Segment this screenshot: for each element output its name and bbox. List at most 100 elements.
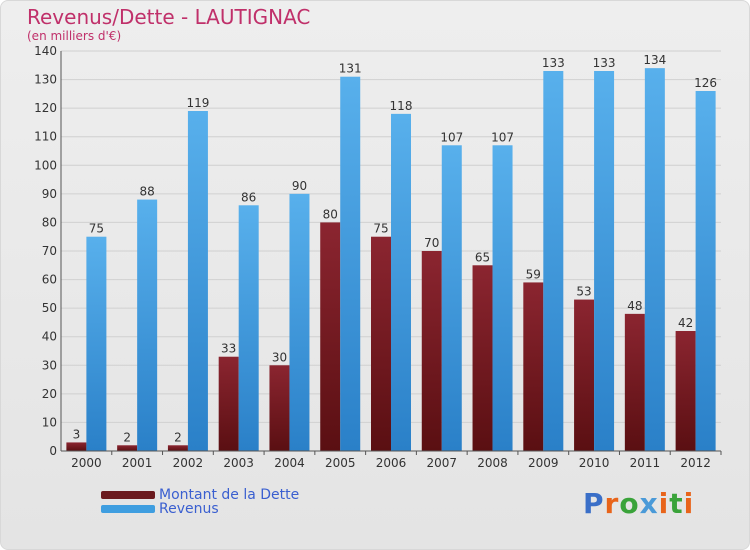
axes: 0 10 20 30 40 50 60 70 80 90 100 110 120 130 140 2000 20… xyxy=(34,44,722,470)
logo-letter: i xyxy=(658,487,670,520)
legend-swatch-debt xyxy=(101,491,155,499)
logo-letter: i xyxy=(683,487,695,520)
data-label-debt: 70 xyxy=(424,236,439,250)
chart-subtitle: (en milliers d'€) xyxy=(27,29,122,43)
x-tick-label: 2009 xyxy=(528,456,559,470)
data-label-revenue: 119 xyxy=(186,96,209,110)
x-tick-label: 2001 xyxy=(122,456,153,470)
y-tick-label: 130 xyxy=(34,73,57,87)
bar-debt xyxy=(320,222,341,451)
bar-revenue xyxy=(238,205,259,451)
data-label-revenue: 126 xyxy=(694,76,717,90)
bar-revenue xyxy=(289,193,310,451)
bar-revenue xyxy=(86,236,107,451)
x-tick-label: 2002 xyxy=(173,456,204,470)
bar-debt xyxy=(675,331,696,451)
bar-revenue xyxy=(543,71,564,451)
bar-revenue xyxy=(441,145,462,452)
data-label-debt: 80 xyxy=(323,207,338,221)
bar-revenue xyxy=(695,91,716,451)
x-tick-label: 2000 xyxy=(71,456,102,470)
data-label-revenue: 75 xyxy=(89,222,104,236)
bar-debt xyxy=(574,299,595,451)
data-label-debt: 65 xyxy=(475,250,490,264)
x-tick-label: 2012 xyxy=(680,456,711,470)
x-tick-label: 2007 xyxy=(426,456,457,470)
data-label-revenue: 118 xyxy=(390,99,413,113)
proxiti-logo: Proxiti xyxy=(583,487,694,520)
x-tick-label: 2003 xyxy=(223,456,254,470)
logo-letter: o xyxy=(619,487,640,520)
data-label-debt: 53 xyxy=(576,285,591,299)
x-tick-label: 2005 xyxy=(325,456,356,470)
x-tick-label: 2006 xyxy=(376,456,407,470)
data-label-debt: 2 xyxy=(123,430,131,444)
chart-title: Revenus/Dette - LAUTIGNAC xyxy=(27,5,311,29)
data-label-debt: 33 xyxy=(221,342,236,356)
data-label-debt: 75 xyxy=(373,222,388,236)
legend-item-revenue: Revenus xyxy=(101,501,219,517)
bar-debt xyxy=(66,442,87,451)
bar-debt xyxy=(523,282,544,451)
y-tick-label: 100 xyxy=(34,158,57,172)
legend-label-revenue: Revenus xyxy=(159,501,219,517)
data-label-revenue: 133 xyxy=(542,56,565,70)
data-label-debt: 3 xyxy=(73,427,81,441)
y-tick-label: 80 xyxy=(42,215,57,229)
data-label-revenue: 134 xyxy=(643,53,666,67)
bar-revenue xyxy=(187,111,208,451)
bar-revenue xyxy=(594,71,615,451)
bar-revenue xyxy=(137,199,158,451)
bar-debt xyxy=(624,313,645,451)
x-tick-label: 2011 xyxy=(630,456,661,470)
legend-swatch-revenue xyxy=(101,505,155,513)
y-tick-label: 40 xyxy=(42,330,57,344)
logo-letter: P xyxy=(583,487,605,520)
bar-debt xyxy=(472,265,493,451)
legend-item-debt: Montant de la Dette xyxy=(101,487,299,503)
data-label-revenue: 107 xyxy=(491,130,514,144)
y-tick-label: 120 xyxy=(34,101,57,115)
data-label-debt: 2 xyxy=(174,430,182,444)
bars: 3 75 2 88 2 119 33 86 30 90 80 131 75 118 70 107 65 107 59… xyxy=(66,53,717,452)
data-label-revenue: 86 xyxy=(241,190,256,204)
logo-letter: t xyxy=(669,487,684,520)
y-tick-label: 10 xyxy=(42,415,57,429)
data-label-debt: 59 xyxy=(526,267,541,281)
bar-debt xyxy=(167,445,188,451)
logo-letter: r xyxy=(604,487,620,520)
bar-revenue xyxy=(644,68,665,452)
legend-label-debt: Montant de la Dette xyxy=(159,487,300,503)
data-label-debt: 48 xyxy=(627,299,642,313)
y-tick-label: 110 xyxy=(34,130,57,144)
data-label-revenue: 131 xyxy=(339,62,362,76)
data-label-debt: 30 xyxy=(272,350,287,364)
logo-letter: x xyxy=(639,487,659,520)
bar-debt xyxy=(269,365,290,451)
bar-revenue xyxy=(492,145,513,452)
x-tick-label: 2004 xyxy=(274,456,305,470)
y-tick-label: 0 xyxy=(49,444,57,458)
data-label-revenue: 88 xyxy=(140,185,155,199)
bar-revenue xyxy=(340,76,361,451)
x-tick-label: 2010 xyxy=(579,456,610,470)
bar-debt xyxy=(117,445,138,451)
y-tick-label: 140 xyxy=(34,44,57,58)
bar-debt xyxy=(371,236,391,451)
data-label-revenue: 90 xyxy=(292,179,307,193)
bar-debt xyxy=(218,356,239,451)
y-tick-label: 30 xyxy=(42,358,57,372)
data-label-debt: 42 xyxy=(678,316,693,330)
y-tick-label: 60 xyxy=(42,273,57,287)
bar-debt xyxy=(421,251,442,451)
y-tick-label: 20 xyxy=(42,387,57,401)
y-tick-label: 90 xyxy=(42,187,57,201)
data-label-revenue: 133 xyxy=(593,56,616,70)
y-tick-label: 70 xyxy=(42,244,57,258)
bar-revenue xyxy=(391,113,411,451)
data-label-revenue: 107 xyxy=(440,130,463,144)
x-tick-label: 2008 xyxy=(477,456,508,470)
y-tick-label: 50 xyxy=(42,301,57,315)
